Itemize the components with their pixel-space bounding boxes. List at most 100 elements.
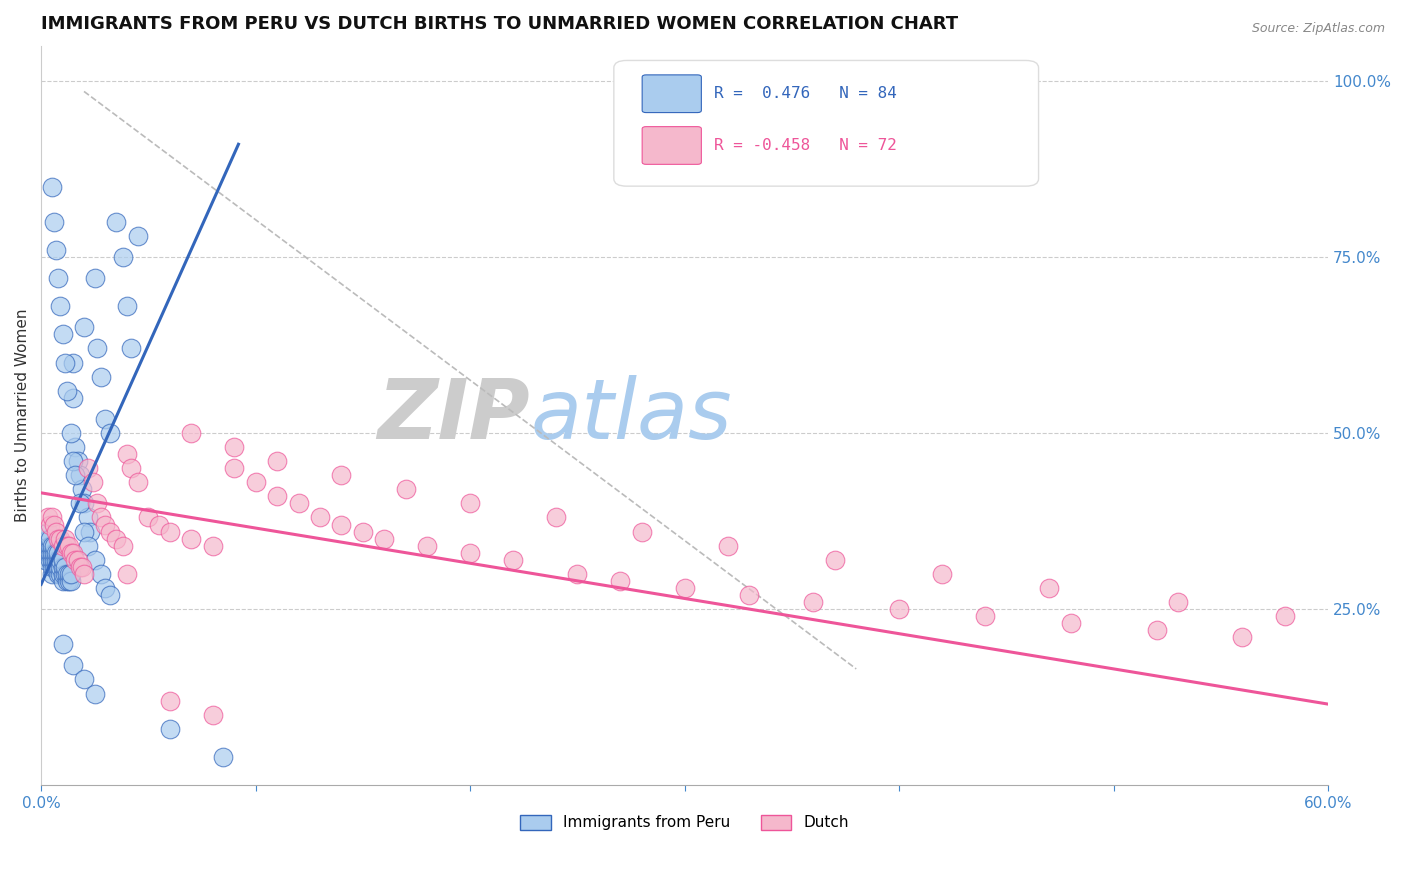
Point (56, 574, 79, 588)
Point (224, 440, 246, 454)
Point (287, 496, 309, 510)
Point (46, 559, 69, 574)
Point (58, 539, 80, 553)
Point (245, 475, 267, 490)
Point (502, 553, 524, 567)
Point (330, 468, 353, 483)
Point (801, 595, 824, 609)
Point (69, 468, 91, 483)
Point (120, 461, 142, 475)
Point (60, 566, 83, 581)
Point (37, 524, 59, 539)
Point (42, 215, 65, 229)
Point (53, 559, 76, 574)
Point (73, 524, 96, 539)
Point (45, 553, 67, 567)
Point (159, 722, 181, 736)
Point (51, 574, 73, 588)
Point (83, 271, 105, 285)
Point (373, 532, 395, 546)
Point (1167, 595, 1189, 609)
FancyBboxPatch shape (614, 61, 1039, 186)
Point (41, 539, 63, 553)
Point (58, 566, 80, 581)
Point (77, 539, 100, 553)
Point (49, 553, 72, 567)
Point (34, 553, 56, 567)
Point (42, 553, 65, 567)
Point (56, 566, 79, 581)
Point (41, 510, 63, 524)
Point (46, 553, 69, 567)
Point (65, 440, 87, 454)
Point (309, 510, 332, 524)
Point (70, 559, 93, 574)
Point (66, 553, 89, 567)
Point (46, 546, 69, 560)
Point (82, 475, 104, 490)
Point (56, 539, 79, 553)
Text: atlas: atlas (530, 375, 731, 456)
Point (46, 532, 69, 546)
Point (127, 475, 149, 490)
Point (1060, 616, 1083, 631)
Point (60, 425, 83, 440)
Text: R =  0.476   N = 84: R = 0.476 N = 84 (714, 87, 897, 101)
Point (148, 517, 170, 532)
Point (77, 461, 100, 475)
Point (45, 546, 67, 560)
Point (66, 454, 89, 468)
Point (38, 532, 60, 546)
Point (1146, 623, 1168, 637)
Point (266, 454, 288, 468)
Point (69, 559, 91, 574)
Y-axis label: Births to Unmarried Women: Births to Unmarried Women (15, 309, 30, 522)
Point (79, 524, 101, 539)
Point (77, 510, 100, 524)
Point (98, 524, 121, 539)
Point (49, 566, 72, 581)
Point (53, 566, 76, 581)
Point (38, 539, 60, 553)
Point (51, 327, 73, 342)
Point (567, 566, 589, 581)
Point (62, 658, 84, 673)
Point (51, 539, 73, 553)
Point (51, 553, 73, 567)
Point (94, 412, 117, 426)
Point (62, 355, 84, 369)
Point (90, 510, 112, 524)
Point (1038, 581, 1060, 595)
Point (94, 517, 117, 532)
Point (41, 553, 63, 567)
Point (49, 559, 72, 574)
Point (931, 566, 953, 581)
Point (105, 215, 128, 229)
Point (42, 546, 65, 560)
Text: Source: ZipAtlas.com: Source: ZipAtlas.com (1251, 22, 1385, 36)
Point (53, 355, 76, 369)
Point (115, 566, 138, 581)
Point (37, 532, 59, 546)
Point (38, 546, 60, 560)
Point (83, 687, 105, 701)
Point (70, 483, 93, 497)
Point (974, 609, 997, 624)
Point (90, 369, 112, 384)
Point (180, 425, 202, 440)
Point (49, 299, 72, 313)
Point (458, 496, 481, 510)
Point (86, 342, 108, 356)
Point (201, 707, 224, 722)
Point (41, 179, 63, 194)
Point (98, 425, 121, 440)
FancyBboxPatch shape (643, 127, 702, 164)
Point (73, 320, 96, 334)
Point (51, 566, 73, 581)
Point (38, 553, 60, 567)
Point (51, 559, 73, 574)
Point (37, 539, 59, 553)
Point (46, 566, 69, 581)
Point (41, 546, 63, 560)
Point (738, 588, 761, 602)
